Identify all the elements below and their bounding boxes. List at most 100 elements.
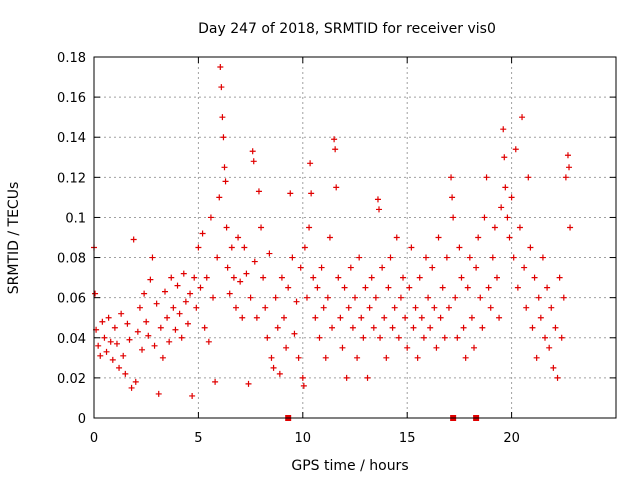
- data-point: [471, 344, 478, 351]
- data-point: [324, 294, 331, 301]
- data-point: [397, 294, 404, 301]
- data-point: [477, 294, 484, 301]
- data-point: [500, 126, 507, 133]
- data-point: [189, 392, 196, 399]
- data-point: [237, 278, 244, 285]
- data-point: [147, 276, 154, 283]
- x-tick-label: 0: [90, 431, 98, 446]
- data-point: [212, 378, 219, 385]
- data-point: [372, 294, 379, 301]
- data-point: [527, 244, 534, 251]
- data-point: [157, 324, 164, 331]
- data-point: [207, 214, 214, 221]
- data-point: [201, 324, 208, 331]
- data-point: [406, 284, 413, 291]
- data-point: [356, 254, 363, 261]
- data-point: [312, 314, 319, 321]
- data-point: [247, 294, 254, 301]
- data-point: [303, 294, 310, 301]
- data-point: [567, 224, 574, 231]
- data-point: [387, 254, 394, 261]
- data-point: [95, 342, 102, 349]
- data-point: [489, 254, 496, 261]
- data-point: [143, 318, 150, 325]
- y-tick-label: 0: [78, 412, 86, 427]
- data-point: [243, 270, 250, 277]
- data-point: [97, 352, 104, 359]
- data-point: [404, 344, 411, 351]
- data-point: [101, 334, 108, 341]
- data-point: [452, 294, 459, 301]
- data-point: [364, 374, 371, 381]
- data-point: [320, 304, 327, 311]
- data-point: [329, 324, 336, 331]
- data-point: [454, 334, 461, 341]
- data-point: [130, 236, 137, 243]
- data-point: [285, 284, 292, 291]
- data-point: [161, 288, 168, 295]
- data-point: [402, 314, 409, 321]
- data-point: [498, 204, 505, 211]
- data-point: [479, 324, 486, 331]
- data-point: [107, 338, 114, 345]
- data-point: [268, 354, 275, 361]
- data-point: [385, 284, 392, 291]
- data-point: [260, 274, 267, 281]
- data-point: [141, 290, 148, 297]
- data-point: [395, 334, 402, 341]
- data-point: [306, 224, 313, 231]
- data-point: [381, 314, 388, 321]
- y-tick-label: 0.02: [57, 372, 86, 387]
- data-point: [425, 294, 432, 301]
- data-point: [291, 330, 298, 337]
- data-point: [300, 382, 307, 389]
- data-point: [322, 354, 329, 361]
- data-point: [235, 234, 242, 241]
- data-point: [352, 294, 358, 301]
- data-point: [508, 194, 515, 201]
- plot-frame: [93, 56, 617, 419]
- data-point: [307, 160, 314, 167]
- y-tick-label: 0.1: [65, 211, 86, 226]
- data-point: [180, 270, 187, 277]
- data-point: [103, 348, 110, 355]
- data-point: [504, 214, 511, 221]
- data-point: [433, 344, 440, 351]
- data-point: [562, 174, 569, 181]
- data-point: [514, 284, 521, 291]
- data-point: [128, 384, 135, 391]
- y-tick-label: 0.04: [57, 332, 86, 347]
- data-point: [445, 304, 452, 311]
- data-point: [408, 244, 415, 251]
- data-point: [529, 324, 536, 331]
- data-point: [379, 264, 386, 271]
- data-point: [111, 324, 118, 331]
- data-point: [316, 334, 323, 341]
- y-tick-label: 0.18: [57, 51, 86, 66]
- data-point: [132, 378, 139, 385]
- data-point: [216, 194, 223, 201]
- data-point: [464, 284, 471, 291]
- data-point: [318, 264, 325, 271]
- data-point: [272, 294, 279, 301]
- data-point: [222, 178, 229, 185]
- data-point: [193, 304, 200, 311]
- data-point: [220, 134, 227, 141]
- data-point: [155, 390, 162, 397]
- data-point: [276, 370, 283, 377]
- data-point: [360, 334, 367, 341]
- data-point: [270, 364, 277, 371]
- data-point: [191, 274, 198, 281]
- data-point: [126, 336, 133, 343]
- x-tick-label: 10: [295, 431, 312, 446]
- data-point: [429, 264, 436, 271]
- data-point: [554, 374, 561, 381]
- x-tick-label: 5: [194, 431, 202, 446]
- data-point: [178, 334, 185, 341]
- data-point: [332, 146, 339, 153]
- data-point: [548, 304, 555, 311]
- data-point: [337, 314, 344, 321]
- data-point: [266, 250, 273, 257]
- y-tick-label: 0.16: [57, 91, 86, 106]
